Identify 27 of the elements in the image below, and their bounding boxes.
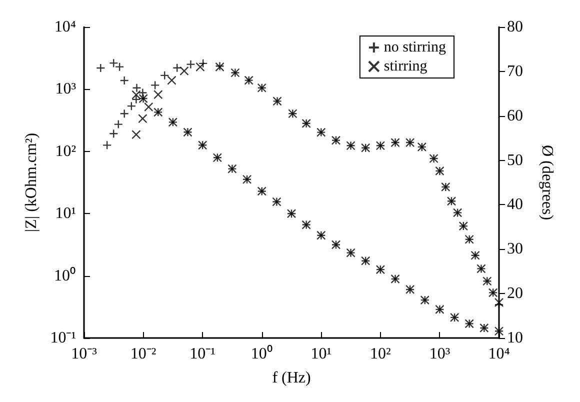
- y2-tick-label: 10: [507, 330, 523, 346]
- y-tick-label: 10⁴: [54, 18, 76, 36]
- y2-tick-label: 20: [507, 285, 523, 302]
- y-tick-label: 10¹: [55, 205, 76, 222]
- y-tick-label: 10⁻¹: [50, 330, 76, 346]
- y2-tick-label: 80: [507, 18, 523, 36]
- y2-tick-label: 70: [507, 62, 523, 80]
- x-tick-label: 10³: [429, 346, 450, 362]
- x-tick-label: 10⁻³: [71, 346, 98, 362]
- x-tick-label: 10⁻¹: [190, 346, 216, 362]
- legend-label: no stirring: [384, 40, 446, 56]
- x-tick-label: 10⁻²: [130, 346, 156, 362]
- x-tick-label: 10²: [370, 346, 392, 362]
- y2-axis-title: Ø (degrees): [538, 144, 556, 220]
- y-tick-label: 10³: [55, 80, 76, 98]
- y-tick-label: 10²: [55, 142, 76, 160]
- y2-tick-label: 50: [507, 152, 523, 169]
- y2-tick-label: 30: [507, 240, 523, 258]
- x-tick-label: 10⁴: [488, 346, 510, 362]
- legend-label: stirring: [384, 58, 428, 74]
- y-tick-label: 10⁰: [54, 266, 76, 284]
- x-tick-label: 10¹: [310, 346, 332, 362]
- y-axis-title: |Z| (kOhm.cm²): [22, 132, 40, 232]
- x-axis-title: f (Hz): [272, 370, 311, 386]
- y2-tick-label: 60: [507, 107, 523, 124]
- x-tick-label: 10⁰: [250, 344, 273, 362]
- y2-tick-label: 40: [507, 196, 523, 214]
